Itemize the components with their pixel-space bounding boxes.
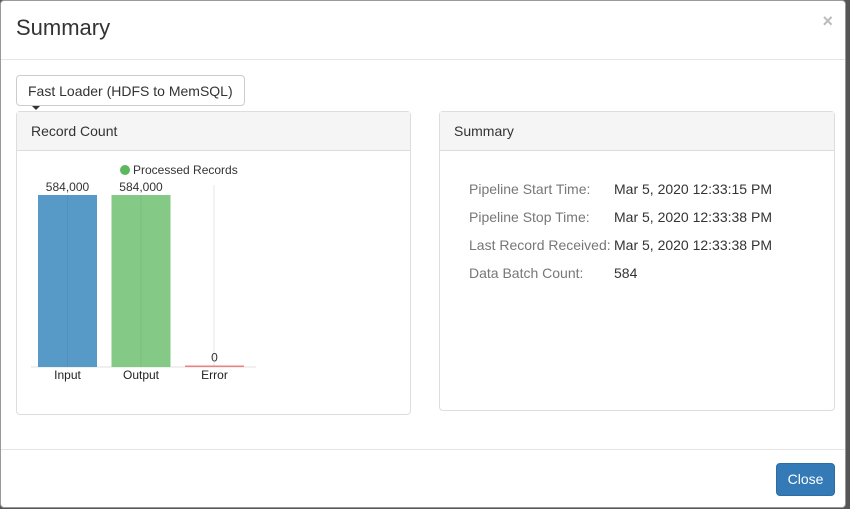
legend-label: Processed Records xyxy=(133,163,238,177)
legend-marker xyxy=(120,165,130,175)
modal-header: Summary × xyxy=(1,1,845,60)
panel-title: Record Count xyxy=(17,112,410,151)
close-button[interactable]: Close xyxy=(776,463,835,496)
panel-title: Summary xyxy=(440,112,834,151)
data-label: 0 xyxy=(211,351,218,365)
x-tick-label: Input xyxy=(54,368,81,382)
modal-title: Summary xyxy=(16,15,111,40)
x-tick-label: Error xyxy=(201,368,228,382)
data-label: 584,000 xyxy=(46,180,90,194)
bar-error xyxy=(185,365,244,367)
dropdown-label: Fast Loader (HDFS to MemSQL) xyxy=(28,83,233,99)
caret-down-icon xyxy=(32,106,40,111)
summary-panel: Summary Pipeline Start Time: Mar 5, 2020 … xyxy=(439,111,835,411)
bar-output xyxy=(111,195,171,367)
summary-row: Pipeline Start Time: Mar 5, 2020 12:33:15… xyxy=(469,181,772,197)
summary-row: Pipeline Stop Time: Mar 5, 2020 12:33:38 … xyxy=(469,209,772,225)
summary-row: Data Batch Count: 584 xyxy=(469,265,638,281)
pipeline-dropdown[interactable]: Fast Loader (HDFS to MemSQL) xyxy=(16,75,245,111)
close-icon[interactable]: × xyxy=(822,11,833,31)
bar-input xyxy=(38,195,97,367)
data-label: 584,000 xyxy=(119,180,163,194)
x-tick-label: Output xyxy=(123,368,160,382)
modal-footer xyxy=(1,449,845,450)
summary-row: Last Record Received: Mar 5, 2020 12:33:3… xyxy=(469,237,772,253)
